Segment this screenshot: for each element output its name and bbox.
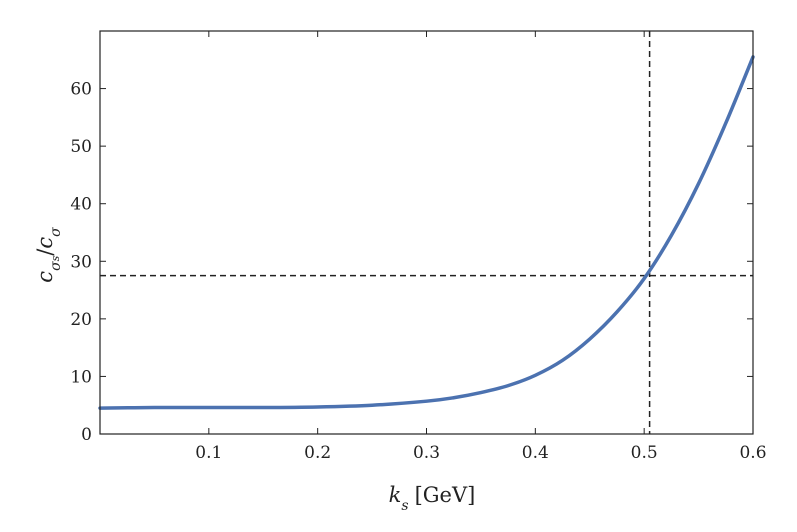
x-tick-label: 0.1 (195, 443, 222, 463)
series-group (98, 55, 755, 410)
y-axis-label: cσs/cσ (33, 227, 64, 283)
axis-ticks: 0.1 0.2 0.3 0.4 0.5 0.6 0 10 20 30 40 50 60 (70, 31, 767, 463)
plot-frame (99, 30, 754, 435)
y-tick-label: 40 (70, 195, 92, 215)
y-tick-label: 20 (70, 310, 92, 330)
x-tick-label: 0.4 (522, 443, 549, 463)
reference-lines (100, 31, 753, 434)
plot-border (99, 30, 754, 435)
y-tick-label: 10 (70, 367, 92, 387)
x-axis-label: ks [GeV] (389, 483, 476, 514)
x-tick-label: 0.5 (631, 443, 658, 463)
series-line (98, 55, 755, 410)
x-tick-label: 0.6 (739, 443, 766, 463)
y-tick-label: 0 (81, 425, 92, 445)
y-tick-label: 30 (70, 252, 92, 272)
x-tick-label: 0.2 (304, 443, 331, 463)
x-tick-label: 0.3 (413, 443, 440, 463)
y-tick-label: 50 (70, 137, 92, 157)
y-tick-label: 60 (70, 80, 92, 100)
